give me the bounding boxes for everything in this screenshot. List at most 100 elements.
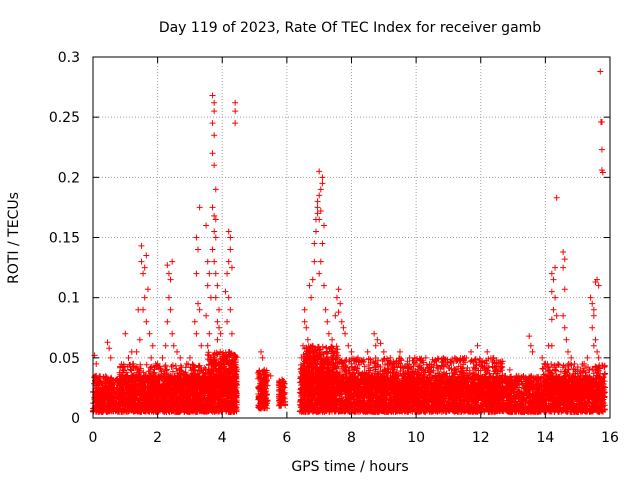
scatter-point — [144, 286, 151, 293]
scatter-point — [333, 294, 340, 301]
scatter-point — [122, 330, 129, 337]
scatter-point — [162, 342, 169, 349]
scatter-point — [329, 336, 336, 343]
scatter-point — [217, 330, 224, 337]
scatter-point — [309, 276, 316, 283]
scatter-point — [374, 336, 381, 343]
scatter-point — [209, 120, 216, 127]
scatter-point — [595, 282, 602, 289]
scatter-point — [422, 354, 429, 361]
scatter-point — [104, 339, 111, 346]
scatter-point — [321, 282, 328, 289]
scatter-point — [332, 312, 339, 319]
scatter-point — [380, 348, 387, 355]
scatter-point — [195, 246, 202, 253]
scatter-point — [594, 276, 601, 283]
scatter-point — [590, 342, 597, 349]
scatter-point — [94, 378, 101, 385]
scatter-point — [539, 354, 546, 361]
data-points — [90, 68, 609, 415]
scatter-point — [308, 294, 315, 301]
scatter-point — [314, 204, 321, 211]
scatter-point — [442, 360, 449, 367]
scatter-point — [304, 336, 311, 343]
scatter-point — [138, 242, 145, 249]
scatter-point — [474, 342, 481, 349]
scatter-point — [468, 348, 475, 355]
scatter-point — [212, 234, 219, 241]
scatter-point — [133, 348, 140, 355]
scatter-point — [550, 306, 557, 313]
y-tick-label: 0.25 — [49, 110, 80, 126]
scatter-point — [599, 169, 606, 176]
x-tick-label: 10 — [407, 430, 425, 446]
scatter-point — [216, 306, 223, 313]
scatter-point — [322, 306, 329, 313]
x-tick-label: 14 — [536, 430, 554, 446]
scatter-point — [225, 228, 232, 235]
scatter-point — [364, 348, 371, 355]
scatter-point — [167, 276, 174, 283]
scatter-point — [279, 376, 286, 383]
scatter-point — [598, 118, 605, 125]
scatter-point — [301, 306, 308, 313]
scatter-point — [143, 252, 150, 259]
scatter-point — [316, 192, 323, 199]
scatter-point — [228, 264, 235, 271]
scatter-point — [529, 348, 536, 355]
scatter-point — [354, 354, 361, 361]
scatter-point — [316, 168, 323, 175]
scatter-point — [348, 348, 355, 355]
scatter-point — [225, 294, 232, 301]
scatter-point — [314, 210, 321, 217]
scatter-point — [490, 354, 497, 361]
scatter-point — [211, 258, 218, 265]
scatter-point — [193, 330, 200, 337]
scatter-point — [319, 180, 326, 187]
scatter-point — [212, 216, 219, 223]
y-tick-label: 0.15 — [49, 231, 80, 247]
scatter-point — [325, 330, 332, 337]
scatter-point — [461, 354, 468, 361]
scatter-point — [211, 212, 218, 219]
scatter-point — [174, 348, 181, 355]
scatter-point — [406, 354, 413, 361]
scatter-band-points — [90, 342, 609, 415]
scatter-point — [396, 348, 403, 355]
scatter-point — [177, 354, 184, 361]
scatter-point — [154, 360, 161, 367]
scatter-point — [561, 256, 568, 263]
scatter-point — [561, 324, 568, 331]
scatter-point — [164, 318, 171, 325]
scatter-point — [561, 286, 568, 293]
scatter-point — [564, 348, 571, 355]
scatter-point — [324, 318, 331, 325]
scatter-point — [224, 270, 231, 277]
x-tick-label: 8 — [347, 430, 356, 446]
scatter-point — [545, 342, 552, 349]
y-tick-label: 0 — [71, 411, 80, 427]
scatter-point — [590, 312, 597, 319]
y-tick-label: 0.1 — [58, 291, 80, 307]
scatter-point — [552, 294, 559, 301]
scatter-point — [211, 132, 218, 139]
scatter-point — [371, 330, 378, 337]
scatter-point — [303, 324, 310, 331]
scatter-point — [594, 348, 601, 355]
scatter-point — [141, 294, 148, 301]
scatter-point — [224, 318, 231, 325]
x-axis-label: GPS time / hours — [291, 459, 408, 475]
scatter-point — [342, 330, 349, 337]
scatter-point — [553, 312, 560, 319]
scatter-point — [203, 312, 210, 319]
scatter-point — [372, 342, 379, 349]
scatter-point — [589, 324, 596, 331]
scatter-point — [560, 312, 567, 319]
scatter-point — [204, 282, 211, 289]
scatter-point — [319, 240, 326, 247]
scatter-point — [317, 186, 324, 193]
scatter-point — [584, 354, 591, 361]
scatter-point — [148, 354, 155, 361]
scatter-point — [169, 258, 176, 265]
scatter-point — [211, 228, 218, 235]
